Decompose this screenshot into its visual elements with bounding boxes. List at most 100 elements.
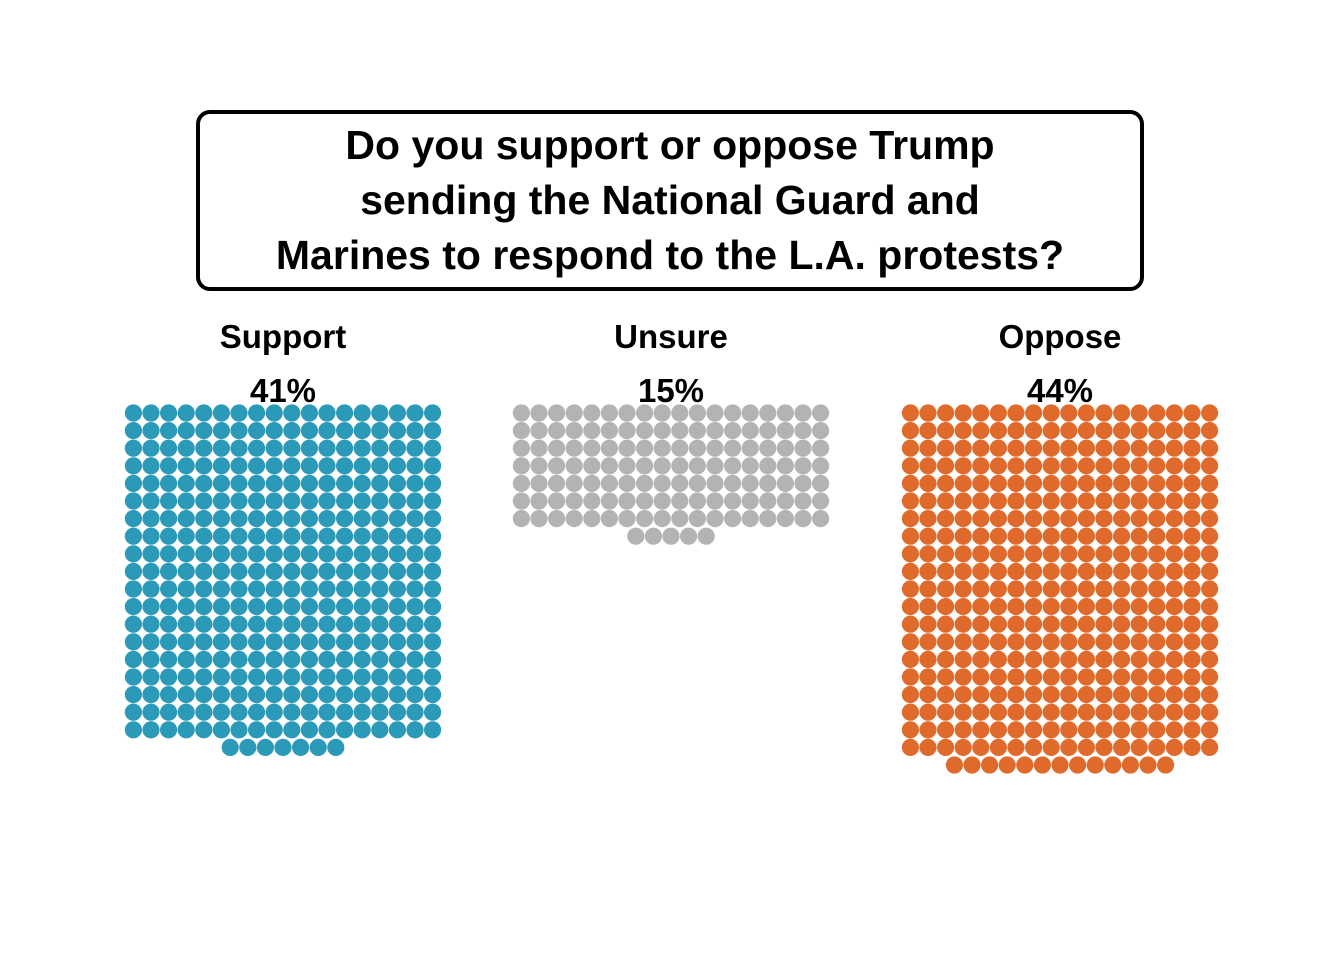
dot-support-199 [142,598,160,616]
dot-oppose-54 [901,457,920,475]
dot-support-53 [424,439,442,457]
dot-support-6 [230,404,248,422]
dot-oppose-264 [1113,650,1131,669]
dot-support-283 [353,668,371,686]
dot-support-342 [221,738,239,757]
dot-support-107 [424,492,442,510]
dot-support-78 [230,474,248,492]
dot-support-140 [371,527,389,545]
dot-support-132 [230,527,248,545]
dot-support-346 [292,738,310,757]
dot-support-276 [230,668,248,686]
dot-oppose-268 [1183,650,1201,669]
dot-support-291 [177,686,195,704]
dot-oppose-226 [1077,615,1095,633]
dot-oppose-6 [1007,404,1025,422]
group-support: Support 41% [124,318,442,757]
dot-unsure-110 [548,509,566,528]
dot-support-146 [160,545,178,563]
dot-oppose-307 [919,703,937,721]
dot-oppose-242 [1042,633,1060,651]
dot-support-196 [406,580,424,598]
dot-support-64 [300,457,318,475]
dot-unsure-30 [724,422,742,440]
dot-support-220 [195,615,213,633]
dot-support-115 [248,509,266,528]
dot-unsure-41 [600,439,619,457]
dot-oppose-334 [1077,721,1095,739]
dot-oppose-78 [1007,474,1025,492]
dot-oppose-4 [972,404,990,422]
dot-support-61 [248,457,266,475]
dot-support-135 [283,527,301,545]
dot-oppose-180 [901,580,920,598]
dot-support-8 [265,404,283,422]
dot-oppose-24 [1007,422,1025,440]
dot-support-245 [318,633,336,651]
dot-support-229 [353,615,371,633]
dot-oppose-208 [1077,598,1095,616]
dot-support-234 [124,633,142,651]
dot-oppose-28 [1077,422,1095,440]
dot-support-163 [142,562,160,581]
dot-support-264 [336,650,354,669]
dot-support-265 [353,650,371,669]
dot-oppose-53 [1201,439,1219,457]
dot-oppose-278 [1042,668,1060,686]
group-oppose: Oppose 44% [901,318,1219,774]
dot-support-129 [177,527,195,545]
dot-oppose-151 [1025,545,1043,563]
dot-oppose-316 [1077,703,1095,721]
dot-unsure-96 [618,492,636,510]
dot-unsure-6 [618,404,636,422]
dot-oppose-229 [1130,615,1148,633]
dot-support-333 [283,721,301,739]
dot-unsure-93 [565,492,583,510]
dot-oppose-227 [1095,615,1113,633]
dot-support-30 [336,422,354,440]
dot-support-278 [265,668,283,686]
dot-support-22 [195,422,213,440]
dot-oppose-363 [998,756,1016,774]
dot-support-150 [230,545,248,563]
dot-oppose-119 [1095,509,1113,528]
dot-support-18 [124,422,142,440]
dot-unsure-91 [530,492,548,510]
dot-oppose-82 [1077,474,1095,492]
dot-unsure-97 [636,492,654,510]
dot-support-164 [160,562,178,581]
dot-oppose-138 [1113,527,1131,545]
dot-oppose-194 [1148,580,1166,598]
dot-unsure-3 [565,404,583,422]
dot-support-230 [371,615,389,633]
dot-oppose-300 [1113,686,1131,704]
dot-support-227 [318,615,336,633]
dot-oppose-344 [937,738,955,757]
dot-oppose-141 [1165,527,1183,545]
dot-unsure-66 [724,457,742,475]
dot-support-134 [265,527,283,545]
dot-unsure-46 [688,439,707,457]
dot-oppose-145 [919,545,937,563]
dot-support-299 [318,686,336,704]
dot-oppose-317 [1095,703,1113,721]
dot-support-70 [406,457,424,475]
title-box: Do you support or oppose Trump sending t… [196,110,1144,291]
dot-oppose-48 [1113,439,1131,457]
dot-support-106 [406,492,424,510]
dot-support-178 [406,562,424,581]
dot-unsure-37 [530,439,548,457]
dot-oppose-309 [954,703,972,721]
dot-support-130 [195,527,213,545]
dot-oppose-362 [981,756,999,774]
dot-oppose-290 [937,686,955,704]
dot-oppose-30 [1113,422,1131,440]
dot-oppose-214 [1183,598,1201,616]
dot-oppose-146 [937,545,955,563]
dot-support-197 [424,580,442,598]
dot-oppose-306 [901,703,920,721]
dot-unsure-77 [600,474,619,492]
dot-unsure-52 [794,439,812,457]
dot-oppose-311 [989,703,1008,721]
dot-oppose-358 [1183,738,1201,757]
